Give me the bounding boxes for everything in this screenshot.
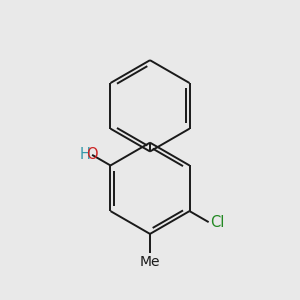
Text: Me: Me	[140, 254, 160, 268]
Text: Cl: Cl	[210, 214, 224, 230]
Text: O: O	[86, 147, 98, 162]
Text: H: H	[80, 147, 91, 162]
